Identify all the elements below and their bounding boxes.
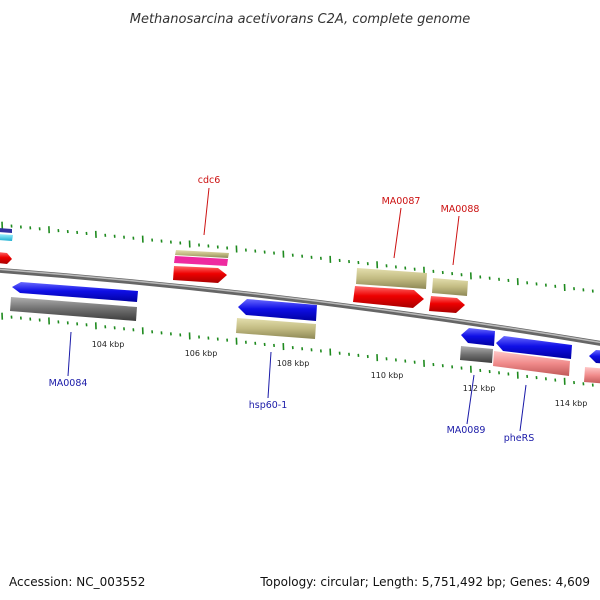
feature-magenta-cdc6[interactable] bbox=[174, 256, 228, 266]
feature-tan-cdc6[interactable] bbox=[175, 250, 229, 258]
feature-blue-arrow-hsp60[interactable] bbox=[238, 299, 317, 321]
tick-label-110: 110 kbp bbox=[371, 371, 404, 380]
gene-label-ma0087[interactable]: MA0087 bbox=[382, 196, 421, 207]
genome-summary-text: Topology: circular; Length: 5,751,492 bp… bbox=[259, 575, 590, 589]
tick-label-112: 112 kbp bbox=[463, 384, 496, 393]
upper-tick-track bbox=[1, 221, 594, 293]
edge-feature-cyan bbox=[0, 234, 13, 241]
gene-label-ma0088[interactable]: MA0088 bbox=[441, 204, 480, 215]
feature-blue-arrow-ma0084[interactable] bbox=[12, 282, 138, 302]
tick-label-106: 106 kbp bbox=[185, 349, 218, 358]
accession-text: Accession: NC_003552 bbox=[9, 575, 145, 589]
leader-line-cdc6 bbox=[203, 187, 210, 236]
leader-line-ma0088 bbox=[452, 215, 460, 266]
leader-line-phers bbox=[519, 384, 527, 432]
feature-tan-hsp60[interactable] bbox=[236, 318, 316, 339]
feature-gray-ma0084[interactable] bbox=[10, 297, 137, 321]
genome-backbone bbox=[0, 267, 600, 346]
leader-line-hsp60 bbox=[267, 351, 272, 399]
gene-label-hsp60[interactable]: hsp60-1 bbox=[249, 400, 288, 411]
tick-label-114: 114 kbp bbox=[555, 399, 588, 408]
feature-red-arrow-cdc6[interactable] bbox=[173, 266, 227, 283]
feature-tan-ma0088[interactable] bbox=[432, 278, 468, 296]
tick-label-104: 104 kbp bbox=[92, 340, 125, 349]
genome-backbone-highlight bbox=[0, 268, 600, 344]
tick-label-108: 108 kbp bbox=[277, 359, 310, 368]
edge-feature-pink-right bbox=[584, 367, 600, 384]
gene-label-phers[interactable]: pheRS bbox=[504, 433, 535, 444]
map-title: Methanosarcina acetivorans C2A, complete… bbox=[130, 12, 471, 27]
edge-feature-dark bbox=[0, 228, 12, 233]
feature-blue-arrow-phers[interactable] bbox=[496, 336, 572, 359]
gene-label-cdc6[interactable]: cdc6 bbox=[198, 175, 221, 186]
edge-feature-blue-arrow-right bbox=[589, 350, 600, 364]
edge-feature-red-arrow bbox=[0, 252, 12, 264]
leader-line-ma0087 bbox=[393, 207, 402, 259]
feature-gray-ma0089[interactable] bbox=[460, 346, 493, 363]
gene-label-ma0089[interactable]: MA0089 bbox=[447, 425, 486, 436]
gene-label-ma0084[interactable]: MA0084 bbox=[49, 378, 88, 389]
feature-red-arrow-ma0088[interactable] bbox=[429, 296, 465, 313]
feature-tan-ma0087[interactable] bbox=[356, 268, 427, 289]
feature-red-arrow-ma0087[interactable] bbox=[353, 286, 424, 308]
leader-line-ma0084 bbox=[67, 331, 72, 377]
feature-blue-arrow-ma0089[interactable] bbox=[461, 328, 495, 346]
feature-pink-phers[interactable] bbox=[493, 351, 570, 376]
leader-line-ma0089 bbox=[466, 374, 475, 425]
lower-tick-track bbox=[1, 312, 594, 387]
